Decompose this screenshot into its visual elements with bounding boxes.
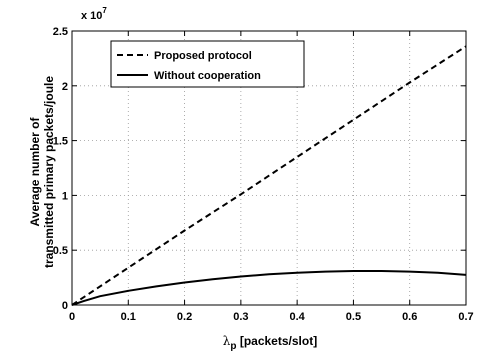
y-axis-label-line-1: Average number of xyxy=(28,117,42,227)
legend-label-proposed-protocol: Proposed protocol xyxy=(154,50,252,62)
y-tick-label: 0.5 xyxy=(53,245,68,257)
x-axis-label-subscript: p xyxy=(230,341,236,352)
x-axis-label-unit: [packets/slot] xyxy=(237,334,318,348)
y-multiplier-exp: 7 xyxy=(102,6,107,15)
legend: Proposed protocol Without cooperation xyxy=(110,40,305,88)
series-line-proposed-protocol xyxy=(71,45,467,306)
x-axis-label-symbol: λ xyxy=(223,334,231,348)
x-axis-label: λp [packets/slot] xyxy=(223,334,317,352)
series-line-without-cooperation xyxy=(71,270,467,306)
legend-box xyxy=(110,40,305,88)
y-axis-label-line-2: transmitted primary packets/joule xyxy=(42,76,56,268)
x-tick-label: 0.7 xyxy=(458,311,473,323)
x-tick-label: 0 xyxy=(69,311,75,323)
x-tick-label: 0.1 xyxy=(121,311,136,323)
x-tick-label: 0.2 xyxy=(177,311,192,323)
series-layer xyxy=(71,45,467,306)
x-tick-label: 0.5 xyxy=(346,311,361,323)
plot-frame xyxy=(71,30,467,306)
legend-label-without-cooperation: Without cooperation xyxy=(154,70,261,82)
y-tick-label: 1.5 xyxy=(53,136,68,148)
y-tick-label: 2.5 xyxy=(53,26,68,38)
x-tick-label: 0.6 xyxy=(402,311,417,323)
y-multiplier-base: x 10 xyxy=(81,10,102,22)
y-multiplier: x 107 xyxy=(81,6,107,22)
y-tick-label: 2 xyxy=(62,81,68,93)
y-tick-label: 0 xyxy=(62,300,68,312)
x-tick-label: 0.4 xyxy=(289,311,305,323)
y-tick-label: 1 xyxy=(62,190,68,202)
ticks: 0 0.1 0.2 0.3 0.4 0.5 0.6 0.7 0 0.5 1 1.5 2 2.5 xyxy=(53,26,474,323)
x-tick-label: 0.3 xyxy=(233,311,248,323)
